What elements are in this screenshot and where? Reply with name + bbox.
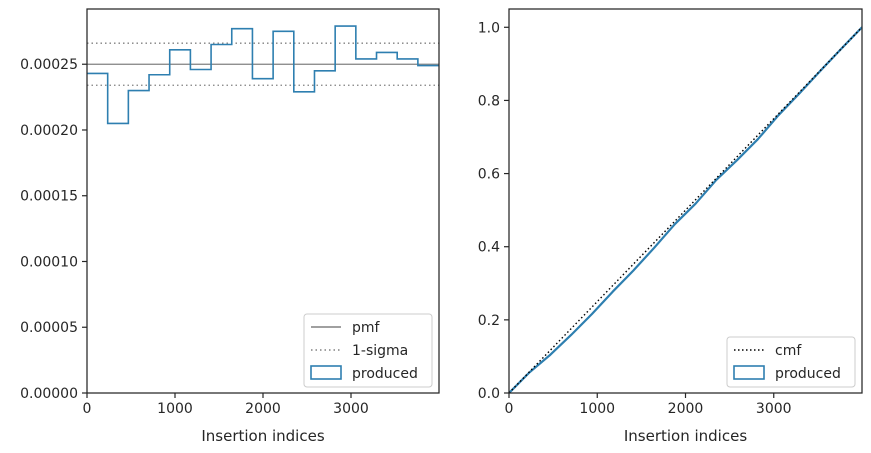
pmf-y-tick-label: 0.00020: [20, 123, 78, 139]
legend-cmf-label: cmf: [775, 343, 802, 359]
pmf-x-ticks: 0 1000 2000 3000: [83, 393, 369, 417]
pmf-y-ticks: 0.00000 0.00005 0.00010 0.00015 0.00020 0.000…: [20, 57, 87, 402]
pmf-x-tick-label: 3000: [333, 401, 369, 417]
cmf-y-tick-label: 0.4: [478, 240, 500, 256]
cmf-line-panel: 0 1000 2000 3000 0.0 0.2 0.4 0.6 0.8 1.0 Inserti…: [478, 8, 863, 445]
pmf-y-tick-label: 0.00005: [20, 320, 78, 336]
pmf-x-tick-label: 1000: [157, 401, 193, 417]
cmf-x-tick-label: 3000: [756, 401, 792, 417]
legend-produced-swatch: [310, 365, 342, 380]
legend-produced-swatch: [733, 365, 765, 380]
cmf-plot-area: [508, 26, 863, 394]
pmf-legend-box: [303, 313, 433, 388]
cmf-y-tick-label: 1.0: [478, 20, 500, 36]
pmf-x-tick-label: 2000: [245, 401, 281, 417]
pmf-legend: pmf 1-sigma produced: [303, 313, 433, 388]
cmf-x-axis-title: Insertion indices: [624, 427, 747, 445]
produced-cumulative-line: [508, 26, 863, 394]
cmf-axes-frame: [508, 8, 863, 394]
pmf-x-tick-label: 0: [83, 401, 92, 417]
cmf-y-tick-label: 0.8: [478, 93, 500, 109]
legend-pmf-label: pmf: [352, 320, 381, 336]
cmf-y-tick-label: 0.0: [478, 386, 500, 402]
pmf-plot-area: [87, 25, 439, 125]
cmf-x-tick-label: 2000: [668, 401, 704, 417]
pmf-y-tick-label: 0.00010: [20, 254, 78, 270]
legend-produced-label: produced: [775, 366, 841, 382]
pmf-histogram-panel: 0 1000 2000 3000 0.000000.000050.000100.000…: [20, 8, 440, 445]
pmf-y-tick-label: 0.00000: [20, 386, 78, 402]
cmf-y-tick-label: 0.6: [478, 167, 500, 183]
pmf-y-tick-label: 0.00025: [20, 57, 78, 73]
legend-produced-label: produced: [352, 366, 418, 382]
pmf-x-axis-title: Insertion indices: [201, 427, 324, 445]
cmf-x-tick-label: 0: [505, 401, 514, 417]
cmf-x-ticks: 0 1000 2000 3000: [505, 393, 792, 417]
cmf-x-tick-label: 1000: [579, 401, 615, 417]
cmf-y-ticks: 0.0 0.2 0.4 0.6 0.8 1.0: [478, 20, 509, 402]
produced-step-histogram: [87, 25, 439, 125]
cmf-line: [508, 26, 863, 394]
cmf-legend: cmf produced: [726, 336, 856, 388]
legend-1-sigma-label: 1-sigma: [352, 343, 408, 359]
cmf-y-tick-label: 0.2: [478, 313, 500, 329]
pmf-y-tick-label: 0.00015: [20, 189, 78, 205]
